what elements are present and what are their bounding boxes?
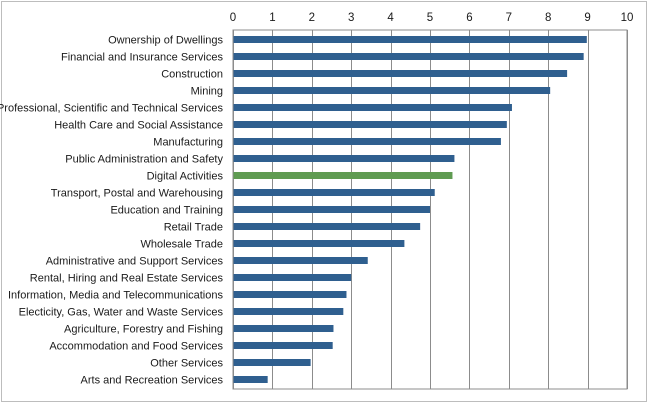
x-tick-label: 10 (621, 12, 634, 24)
x-tick-label: 9 (584, 12, 590, 24)
bar (233, 223, 421, 230)
category-label: Information, Media and Telecommunication… (8, 290, 224, 302)
x-tick-label: 0 (230, 12, 236, 24)
bar (233, 70, 568, 77)
category-label: Agriculture, Forestry and Fishing (64, 324, 223, 336)
bar (233, 257, 368, 264)
bar (233, 308, 344, 315)
category-label: Professional, Scientific and Technical S… (0, 103, 223, 115)
category-labels: Ownership of Dwellings Financial and Insu… (0, 35, 223, 387)
category-label: Retail Trade (164, 222, 223, 234)
x-tick-label: 8 (545, 12, 551, 24)
category-label: Ownership of Dwellings (108, 35, 223, 47)
bar (233, 104, 512, 111)
bar (233, 87, 551, 94)
bar (233, 189, 435, 196)
bar (233, 376, 268, 383)
bar (233, 274, 352, 281)
category-label: Arts and Recreation Services (81, 375, 224, 387)
bar (233, 359, 311, 366)
x-tick-label: 5 (427, 12, 433, 24)
category-label: Financial and Insurance Services (61, 52, 224, 64)
category-label: Public Administration and Safety (65, 154, 223, 166)
x-tick-label: 7 (506, 12, 512, 24)
bar (233, 138, 501, 145)
bars (233, 36, 587, 383)
bar (233, 121, 507, 128)
category-label: Manufacturing (153, 137, 223, 149)
bar (233, 291, 347, 298)
x-tick-label: 1 (269, 12, 275, 24)
category-label: Digital Activities (147, 171, 224, 183)
category-label: Rental, Hiring and Real Estate Services (30, 273, 224, 285)
category-label: Electicity, Gas, Water and Waste Service… (19, 307, 224, 319)
x-tick-label: 2 (309, 12, 315, 24)
category-label: Mining (191, 86, 223, 98)
bar (233, 342, 333, 349)
category-label: Accommodation and Food Services (49, 341, 223, 353)
x-tick-label: 4 (387, 12, 394, 24)
bar (233, 172, 453, 179)
bar (233, 206, 430, 213)
bar (233, 155, 455, 162)
category-label: Construction (161, 69, 223, 81)
x-tick-label: 3 (348, 12, 354, 24)
bar (233, 36, 587, 43)
bar (233, 240, 405, 247)
bar (233, 325, 334, 332)
category-label: Transport, Postal and Warehousing (51, 188, 223, 200)
bar (233, 53, 584, 60)
category-label: Education and Training (110, 205, 223, 217)
category-label: Health Care and Social Assistance (54, 120, 223, 132)
category-label: Wholesale Trade (140, 239, 223, 251)
category-label: Other Services (150, 358, 223, 370)
x-tick-label: 6 (466, 12, 472, 24)
x-axis-tick-labels: 0 1 2 3 4 5 6 7 8 9 10 (230, 12, 634, 24)
category-label: Administrative and Support Services (46, 256, 224, 268)
